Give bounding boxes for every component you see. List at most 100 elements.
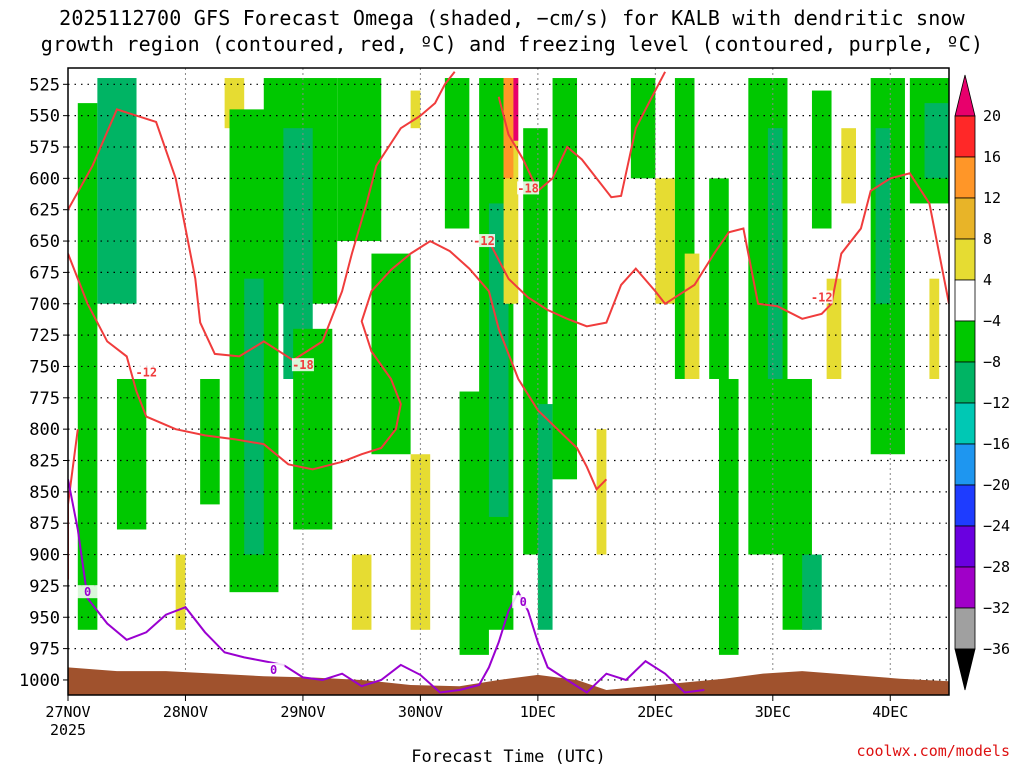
dgz-contour-label-bg xyxy=(517,181,540,195)
omega-band xyxy=(444,78,470,229)
colorbar-segment xyxy=(954,115,976,158)
colorbar-segment xyxy=(954,648,976,691)
colorbar-segment xyxy=(954,525,976,568)
y-tick-label: 750 xyxy=(29,357,60,377)
terrain-fill xyxy=(68,667,949,695)
omega-band xyxy=(718,378,739,655)
omega-band xyxy=(684,253,700,379)
omega-band xyxy=(175,554,186,630)
omega-band xyxy=(537,404,553,630)
freezing-contour-label: 0 xyxy=(270,663,277,677)
freezing-contour-label: 0 xyxy=(84,585,91,599)
y-tick-label: 625 xyxy=(29,201,60,221)
dgz-contour-label: -12 xyxy=(135,366,157,380)
source-credit: coolwx.com/models xyxy=(856,742,1010,760)
x-tick-label: 3DEC xyxy=(755,703,791,721)
omega-band xyxy=(802,554,822,630)
y-tick-label: 775 xyxy=(29,389,60,409)
omega-band xyxy=(503,78,514,179)
colorbar-label: −12 xyxy=(983,394,1010,412)
y-tick-label: 975 xyxy=(29,640,60,660)
y-tick-label: 575 xyxy=(29,138,60,158)
dgz-contour-label-bg xyxy=(291,358,314,372)
colorbar-segment xyxy=(954,566,976,609)
omega-band xyxy=(875,128,891,304)
omega-band xyxy=(410,90,421,129)
dgz-contour-label-bg xyxy=(810,290,833,304)
colorbar-label: 8 xyxy=(983,230,992,248)
omega-band xyxy=(929,278,940,379)
x-tick-label: 4DEC xyxy=(872,703,908,721)
colorbar-label: −36 xyxy=(983,640,1010,658)
colorbar-label: 20 xyxy=(983,107,1001,125)
omega-band xyxy=(200,378,220,505)
freezing-contour xyxy=(68,479,705,694)
chart-title-line-2: growth region (contoured, red, ºC) and f… xyxy=(40,32,984,56)
y-tick-label: 675 xyxy=(29,263,60,283)
dgz-contour--18 xyxy=(68,71,456,362)
omega-band xyxy=(841,128,857,204)
colorbar-label: −16 xyxy=(983,435,1010,453)
omega-band xyxy=(630,78,656,179)
colorbar-segment xyxy=(954,238,976,281)
dgz-contour-label: -18 xyxy=(292,358,314,372)
colorbar-label: 4 xyxy=(983,271,992,289)
dgz-contour-label-bg xyxy=(135,365,158,379)
y-tick-label: 700 xyxy=(29,295,60,315)
dgz-contour-label: -12 xyxy=(811,290,833,304)
colorbar-label: −4 xyxy=(983,312,1001,330)
colorbar-segment xyxy=(954,402,976,445)
colorbar-segment xyxy=(954,197,976,240)
omega-band xyxy=(371,253,411,455)
colorbar-segment xyxy=(954,484,976,527)
colorbar-segment xyxy=(954,361,976,404)
colorbar-label: 12 xyxy=(983,189,1001,207)
chart-title-line-1: 2025112700 GFS Forecast Omega (shaded, −… xyxy=(59,6,965,30)
y-tick-label: 875 xyxy=(29,514,60,534)
omega-band xyxy=(924,103,949,179)
dgz-contour--12 xyxy=(68,239,608,492)
y-tick-label: 550 xyxy=(29,107,60,127)
y-tick-label: 800 xyxy=(29,420,60,440)
y-tick-label: 825 xyxy=(29,452,60,472)
x-tick-label: 28NOV xyxy=(163,703,208,721)
omega-band xyxy=(116,378,147,530)
y-tick-label: 1000 xyxy=(19,671,60,691)
y-tick-label: 600 xyxy=(29,169,60,189)
dgz-contour--12 xyxy=(68,429,79,580)
freezing-contour-label-bg xyxy=(76,585,99,599)
omega-band xyxy=(552,78,578,480)
y-tick-label: 850 xyxy=(29,483,60,503)
x-tick-label: 27NOV xyxy=(45,703,90,721)
omega-band xyxy=(97,78,137,304)
y-tick-label: 525 xyxy=(29,75,60,95)
omega-band xyxy=(244,278,264,555)
y-tick-label: 725 xyxy=(29,326,60,346)
y-tick-label: 950 xyxy=(29,608,60,628)
dgz-contour--18 xyxy=(497,71,666,199)
dgz-contour-label: -12 xyxy=(473,234,495,248)
omega-band xyxy=(351,554,372,630)
freezing-contour-label-bg xyxy=(512,595,535,609)
colorbar-label: −28 xyxy=(983,558,1010,576)
colorbar-label: −20 xyxy=(983,476,1010,494)
omega-band xyxy=(655,178,675,304)
x-tick-label: 29NOV xyxy=(280,703,325,721)
y-tick-label: 650 xyxy=(29,232,60,252)
plot-area: -18 -18 -12 -12 -12 0 0 0 xyxy=(68,68,949,695)
omega-band xyxy=(767,128,783,379)
colorbar-segment xyxy=(954,443,976,486)
dgz-contour-label-bg xyxy=(473,234,496,248)
omega-band xyxy=(513,78,519,141)
x-axis-label: Forecast Time (UTC) xyxy=(411,747,605,767)
colorbar-segment xyxy=(954,279,976,322)
omega-band xyxy=(811,90,832,229)
colorbar-label: −24 xyxy=(983,517,1010,535)
x-tick-label: 1DEC xyxy=(520,703,556,721)
dgz-contour--12 xyxy=(488,172,949,328)
plot-frame xyxy=(67,67,950,696)
dgz-contour-label: -18 xyxy=(517,181,539,195)
freezing-contour-label-bg xyxy=(262,662,285,676)
omega-band xyxy=(709,178,729,379)
